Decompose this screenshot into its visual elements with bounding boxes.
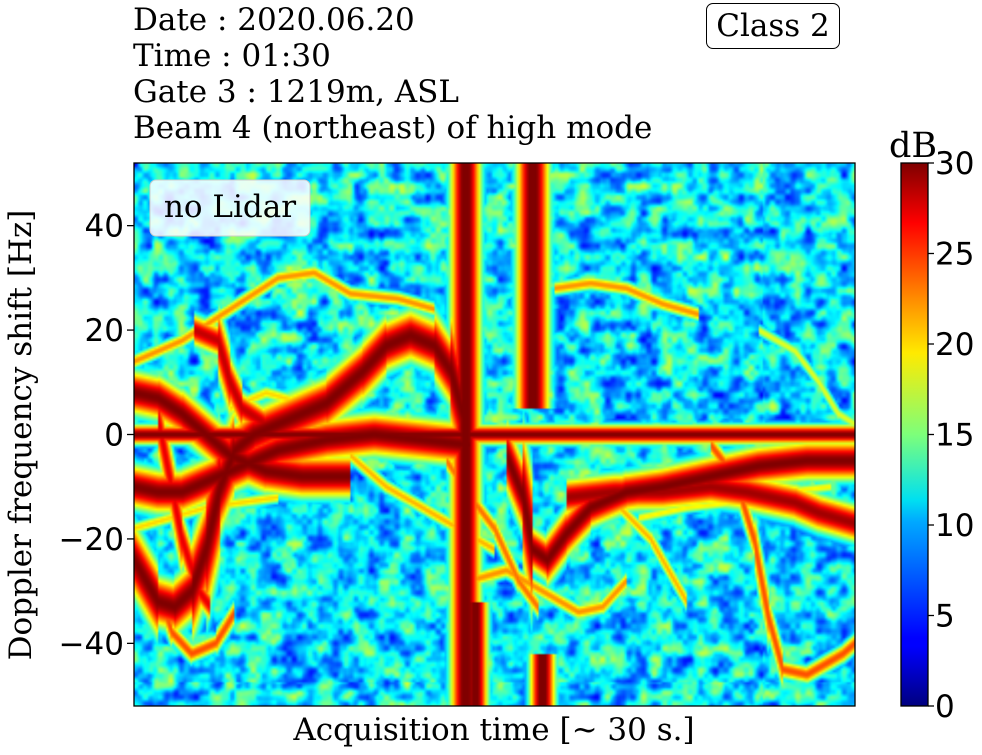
spectrogram-heatmap [134,163,855,706]
y-tick-label: −40 [59,626,124,662]
class-badge: Class 2 [706,3,840,49]
y-tick-label: 0 [104,418,124,454]
y-tick-label: −20 [59,522,124,558]
no-lidar-annotation: no Lidar [164,189,296,225]
colorbar-tick-label: 30 [935,146,974,182]
y-axis-label: Doppler frequency shift [Hz] [3,210,39,661]
y-axis-ticks: −40 −20 0 20 40 [59,209,134,662]
annotation-box-bg [149,179,311,237]
y-tick-label: 40 [85,209,124,245]
colorbar-tick-label: 25 [935,237,974,273]
colorbar-tick-label: 5 [935,599,955,635]
colorbar-tick-label: 0 [935,689,955,725]
y-tick-label: 20 [85,313,124,349]
colorbar-tick-label: 10 [935,508,974,544]
colorbar-label: dB [889,126,937,166]
annotation-box: no Lidar [149,179,311,237]
gate-label: Gate 3 : 1219m, ASL [133,74,459,110]
colorbar-tick-label: 15 [935,418,974,454]
colorbar [900,162,929,707]
x-axis-label: Acquisition time [~ 30 s.] [292,712,694,748]
date-label: Date : 2020.06.20 [133,2,415,38]
colorbar-ticks: 0 5 10 15 20 25 30 [928,146,974,725]
time-label: Time : 01:30 [133,38,331,74]
beam-label: Beam 4 (northeast) of high mode [133,110,653,146]
colorbar-tick-label: 20 [935,327,974,363]
